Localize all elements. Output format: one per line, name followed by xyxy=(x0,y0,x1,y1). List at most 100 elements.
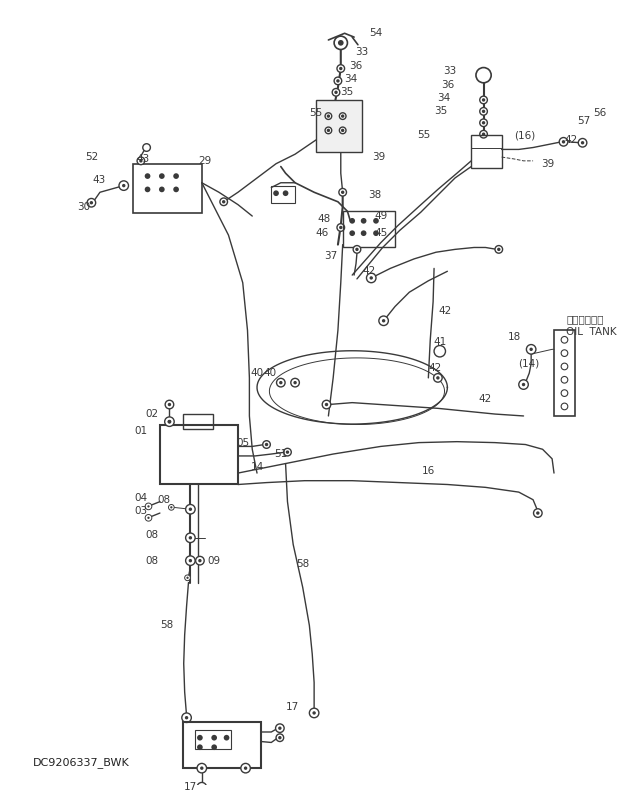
Circle shape xyxy=(578,138,587,147)
Circle shape xyxy=(224,734,229,741)
Circle shape xyxy=(526,344,536,354)
Circle shape xyxy=(293,381,297,385)
Circle shape xyxy=(325,113,332,120)
Circle shape xyxy=(480,107,487,116)
Circle shape xyxy=(382,319,385,322)
Circle shape xyxy=(148,505,149,507)
Text: 46: 46 xyxy=(315,228,329,238)
Circle shape xyxy=(332,89,340,96)
Circle shape xyxy=(185,556,195,566)
Text: 55: 55 xyxy=(309,108,322,118)
Bar xyxy=(554,330,575,416)
Text: 42: 42 xyxy=(363,267,376,276)
Circle shape xyxy=(334,77,342,85)
Circle shape xyxy=(339,127,346,133)
Circle shape xyxy=(338,40,343,46)
Circle shape xyxy=(480,96,487,103)
Circle shape xyxy=(337,65,345,73)
Circle shape xyxy=(581,141,584,145)
Text: 08: 08 xyxy=(146,556,159,566)
Circle shape xyxy=(339,113,346,120)
Circle shape xyxy=(185,533,195,542)
Circle shape xyxy=(561,377,568,383)
Circle shape xyxy=(349,230,355,236)
Circle shape xyxy=(534,509,542,517)
Circle shape xyxy=(165,417,174,427)
Circle shape xyxy=(529,347,533,351)
Circle shape xyxy=(188,507,192,511)
Circle shape xyxy=(188,536,192,540)
Circle shape xyxy=(480,119,487,127)
Circle shape xyxy=(144,187,151,192)
Text: 39: 39 xyxy=(541,158,554,169)
Text: 02: 02 xyxy=(146,409,159,419)
Circle shape xyxy=(379,316,388,326)
Circle shape xyxy=(159,187,165,192)
Circle shape xyxy=(122,184,125,187)
Circle shape xyxy=(185,716,188,719)
Circle shape xyxy=(341,115,344,118)
Circle shape xyxy=(211,734,217,741)
Circle shape xyxy=(159,173,165,179)
Circle shape xyxy=(562,140,565,144)
Text: 34: 34 xyxy=(345,74,358,84)
Circle shape xyxy=(145,503,152,510)
Text: 30: 30 xyxy=(78,201,91,212)
Circle shape xyxy=(182,713,192,722)
Circle shape xyxy=(497,248,500,251)
Circle shape xyxy=(278,736,281,739)
Text: 37: 37 xyxy=(325,251,338,261)
Circle shape xyxy=(361,218,366,224)
Circle shape xyxy=(144,173,151,179)
Circle shape xyxy=(482,110,485,113)
Circle shape xyxy=(339,188,347,196)
Circle shape xyxy=(309,708,319,718)
Circle shape xyxy=(185,575,190,581)
Text: 55: 55 xyxy=(417,130,430,140)
Text: 58: 58 xyxy=(296,558,309,569)
Text: 36: 36 xyxy=(350,61,363,70)
Circle shape xyxy=(273,191,279,196)
Bar xyxy=(183,414,213,429)
Circle shape xyxy=(167,420,171,423)
Text: 38: 38 xyxy=(368,190,382,200)
Text: 43: 43 xyxy=(92,175,105,185)
Text: 01: 01 xyxy=(135,426,148,436)
Circle shape xyxy=(188,559,192,562)
Bar xyxy=(195,730,231,749)
Circle shape xyxy=(279,381,283,385)
Circle shape xyxy=(90,201,93,204)
Text: 51: 51 xyxy=(274,449,288,459)
Circle shape xyxy=(197,782,206,792)
Text: 17: 17 xyxy=(286,702,299,712)
Circle shape xyxy=(353,246,361,253)
Circle shape xyxy=(373,218,379,224)
Circle shape xyxy=(325,403,328,406)
Circle shape xyxy=(495,246,503,253)
Circle shape xyxy=(522,383,525,386)
Circle shape xyxy=(561,336,568,343)
Text: 42: 42 xyxy=(428,364,441,373)
Circle shape xyxy=(341,128,344,132)
Text: 40: 40 xyxy=(264,368,277,378)
Text: 40: 40 xyxy=(250,368,264,378)
Bar xyxy=(183,722,261,768)
Text: 33: 33 xyxy=(444,66,457,77)
Text: 52: 52 xyxy=(85,152,98,162)
Text: 35: 35 xyxy=(434,107,448,116)
Text: 04: 04 xyxy=(135,493,148,503)
Circle shape xyxy=(185,504,195,514)
Circle shape xyxy=(119,181,128,191)
Text: 03: 03 xyxy=(135,506,148,516)
Circle shape xyxy=(148,516,149,519)
Circle shape xyxy=(476,68,491,82)
Text: 34: 34 xyxy=(437,93,450,103)
Circle shape xyxy=(361,230,366,236)
Bar xyxy=(272,186,295,203)
Circle shape xyxy=(322,400,331,409)
Circle shape xyxy=(197,744,203,750)
Circle shape xyxy=(339,67,342,70)
Circle shape xyxy=(241,764,250,773)
Text: 14: 14 xyxy=(250,462,264,473)
Circle shape xyxy=(436,377,440,380)
